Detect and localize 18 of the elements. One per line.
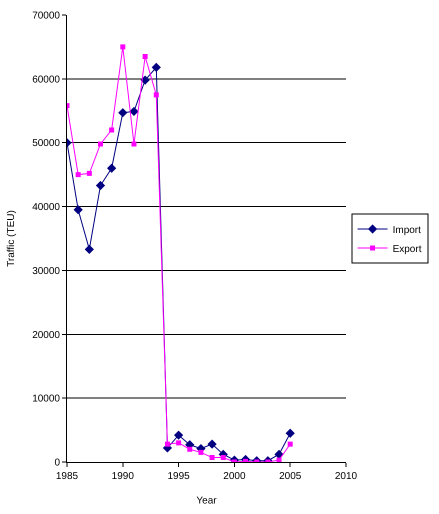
x-tick-label: 1995 [167,471,190,482]
y-axis-title: Traffic (TEU) [6,210,18,267]
x-tick-label: 1990 [112,471,134,482]
y-tick-label: 50000 [32,138,60,150]
y-tick-label: 10000 [32,394,60,405]
y-tick-label: 60000 [32,74,60,86]
x-tick-label: 1985 [56,471,79,482]
y-tick-label: 0 [54,458,60,468]
x-tick-label: 2010 [334,471,358,482]
y-tick-label: 30000 [32,266,60,277]
legend-label: Export [392,244,422,255]
x-axis-title: Year [196,496,218,506]
y-tick-label: 40000 [32,202,60,214]
x-tick-label: 2000 [223,471,246,482]
legend-label: Import [392,224,422,236]
y-tick-label: 70000 [32,10,60,22]
x-tick-label: 2005 [279,471,302,482]
y-tick-label: 20000 [32,330,60,341]
